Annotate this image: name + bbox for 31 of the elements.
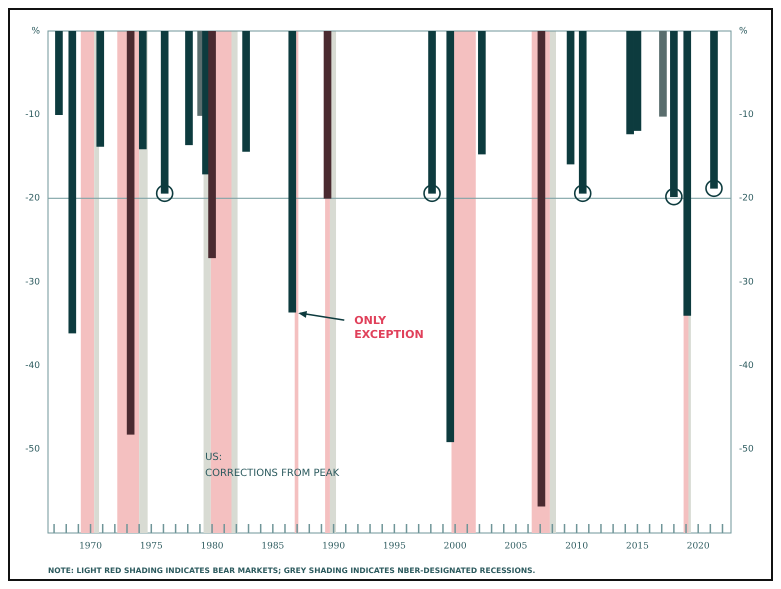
x-tick-label: 1990 — [322, 542, 346, 552]
point — [423, 184, 441, 202]
x-tick-label: 1995 — [382, 542, 406, 552]
y-tick-label: -40 — [25, 361, 40, 372]
annotation: ONLY EXCEPTION — [354, 314, 424, 342]
y2-tick-label: -10 — [739, 110, 754, 120]
point — [705, 179, 723, 198]
point — [665, 188, 683, 206]
point — [156, 184, 174, 202]
x-tick-label: 1970 — [79, 542, 102, 552]
y-tick-label: % — [31, 26, 40, 36]
x-tick-label: 1980 — [200, 542, 224, 552]
y2-tick-label: % — [739, 26, 748, 36]
x-tick-label: 2020 — [686, 542, 710, 552]
y-tick-label: -20 — [25, 194, 40, 204]
y2-tick-label: -20 — [739, 194, 754, 204]
y2-tick-label: -50 — [739, 444, 754, 455]
x-tick-label: 1975 — [140, 542, 164, 552]
y-tick-label: -30 — [25, 277, 40, 288]
x-tick-label: 2010 — [565, 542, 588, 552]
x-tick-label: 2015 — [626, 542, 650, 552]
text: CORRECTIONS FROM PEAK — [205, 468, 340, 480]
point — [574, 184, 592, 202]
y-tick-label: -50 — [25, 444, 40, 455]
y2-tick-label: -40 — [739, 361, 754, 372]
y-tick-label: -10 — [25, 110, 40, 120]
x-tick-label: 2000 — [444, 542, 467, 552]
x-tick-label: 1985 — [261, 542, 285, 552]
y2-tick-label: -30 — [739, 277, 754, 288]
text: US: — [205, 452, 222, 464]
x-tick-label: 2005 — [504, 542, 528, 552]
